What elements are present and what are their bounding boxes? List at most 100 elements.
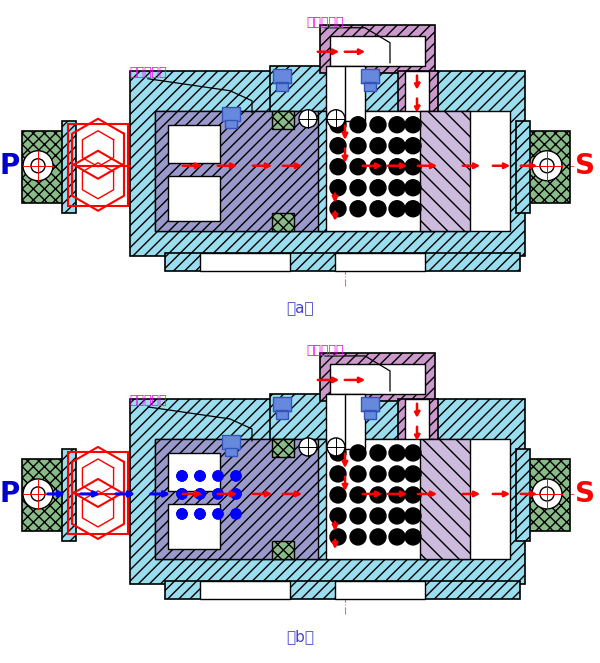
Circle shape [231, 509, 241, 519]
Circle shape [350, 180, 366, 196]
Bar [62, 449, 76, 541]
Bar [68, 124, 128, 206]
Circle shape [540, 487, 554, 501]
Circle shape [330, 158, 346, 175]
Bar [222, 107, 240, 121]
Circle shape [370, 201, 386, 217]
Circle shape [350, 117, 366, 133]
Circle shape [177, 489, 187, 499]
Bar [276, 82, 288, 91]
Bar [330, 364, 425, 394]
Circle shape [299, 110, 317, 128]
Circle shape [370, 445, 386, 461]
Bar [320, 111, 435, 231]
Circle shape [330, 201, 346, 217]
Circle shape [405, 180, 421, 196]
Bar [62, 121, 76, 213]
Bar [22, 459, 68, 531]
Circle shape [350, 138, 366, 154]
Bar [326, 394, 346, 449]
Bar [68, 452, 128, 534]
Circle shape [231, 471, 241, 481]
Bar [273, 69, 291, 83]
Circle shape [177, 509, 187, 519]
Bar [130, 71, 525, 256]
Bar [155, 111, 510, 231]
Bar [272, 213, 294, 231]
Text: （a）: （a） [286, 301, 314, 316]
Bar [335, 581, 425, 599]
Circle shape [389, 508, 405, 524]
Circle shape [177, 471, 187, 481]
Text: S: S [575, 152, 595, 180]
Circle shape [177, 471, 187, 481]
Circle shape [370, 180, 386, 196]
Text: 偶数档气管: 偶数档气管 [129, 394, 167, 408]
Bar [222, 435, 240, 449]
Circle shape [370, 466, 386, 482]
Circle shape [195, 471, 205, 481]
Text: S: S [575, 480, 595, 508]
Circle shape [195, 509, 205, 519]
Bar [345, 394, 365, 449]
Circle shape [231, 471, 241, 481]
Bar [225, 120, 237, 128]
Text: 奇数档气管: 奇数档气管 [306, 17, 344, 29]
Circle shape [389, 138, 405, 154]
Bar [165, 581, 520, 599]
Circle shape [327, 110, 345, 128]
Text: （b）: （b） [286, 629, 314, 644]
Circle shape [350, 508, 366, 524]
Circle shape [350, 201, 366, 217]
Circle shape [389, 117, 405, 133]
Circle shape [370, 487, 386, 503]
Circle shape [370, 158, 386, 175]
Circle shape [370, 508, 386, 524]
Text: 奇数档气管: 奇数档气管 [306, 345, 344, 357]
Bar [273, 397, 291, 411]
Circle shape [213, 471, 223, 481]
Bar [345, 66, 365, 121]
Circle shape [389, 180, 405, 196]
Circle shape [350, 158, 366, 175]
Bar [272, 111, 294, 129]
Circle shape [532, 151, 562, 181]
Circle shape [370, 529, 386, 545]
Circle shape [231, 489, 241, 499]
Circle shape [231, 509, 241, 519]
Circle shape [405, 529, 421, 545]
Circle shape [350, 529, 366, 545]
Circle shape [195, 509, 205, 519]
Circle shape [195, 489, 205, 499]
Circle shape [540, 158, 554, 173]
Bar [364, 82, 376, 91]
Circle shape [177, 509, 187, 519]
Circle shape [389, 445, 405, 461]
Bar [516, 449, 530, 541]
Bar [168, 453, 220, 491]
Bar [200, 581, 290, 599]
Bar [200, 253, 290, 271]
Circle shape [213, 509, 223, 519]
Circle shape [177, 489, 187, 499]
Circle shape [330, 138, 346, 154]
Bar [318, 439, 326, 559]
Circle shape [330, 117, 346, 133]
Circle shape [405, 158, 421, 175]
Bar [364, 410, 376, 419]
Bar [405, 399, 429, 444]
Circle shape [213, 471, 223, 481]
Circle shape [389, 529, 405, 545]
Bar [320, 25, 435, 73]
Bar [155, 439, 320, 559]
Bar [22, 131, 68, 203]
Bar [398, 71, 438, 121]
Circle shape [23, 151, 53, 181]
Circle shape [299, 438, 317, 456]
Bar [276, 410, 288, 419]
Circle shape [405, 117, 421, 133]
Bar [320, 439, 435, 559]
Circle shape [31, 487, 45, 501]
Text: P: P [0, 480, 20, 508]
Circle shape [231, 489, 241, 499]
